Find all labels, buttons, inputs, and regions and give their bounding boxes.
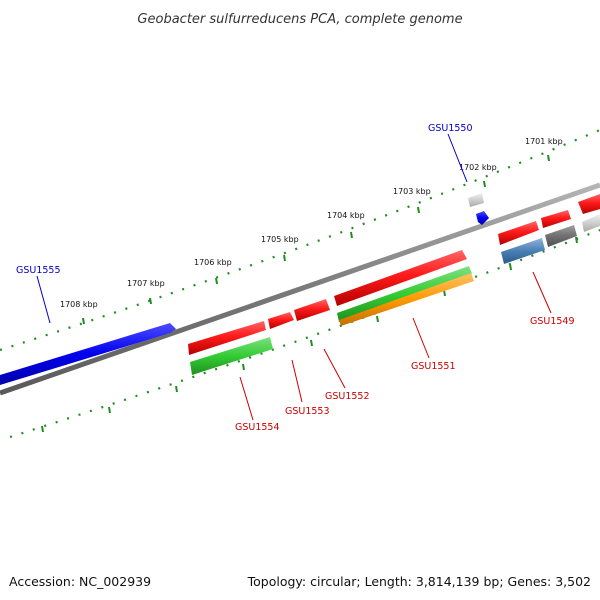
genome-title: Geobacter sulfurreducens PCA, complete g… — [137, 12, 462, 27]
gene-red-5[interactable] — [498, 221, 539, 245]
gene-label-gsu1551: GSU1551 — [411, 361, 456, 372]
genome-summary-text: Topology: circular; Length: 3,814,139 bp… — [247, 574, 591, 589]
gene-red-4[interactable] — [334, 250, 467, 306]
gene-gsu1551[interactable] — [339, 273, 474, 326]
kbp-label-1703: 1703 kbp — [393, 187, 431, 196]
gene-gsu1550-gray[interactable] — [468, 193, 484, 207]
gene-red-6[interactable] — [541, 210, 571, 228]
gene-gsu1552[interactable] — [337, 266, 472, 322]
gene-red-1[interactable] — [188, 321, 266, 355]
ruler-major-ticks — [82, 154, 550, 325]
gene-gsu1554[interactable] — [190, 337, 273, 375]
callout-line-gsu1555 — [36, 275, 51, 324]
genome-backbone — [0, 182, 600, 396]
gene-label-gsu1550: GSU1550 — [428, 123, 473, 134]
gene-label-gsu1552: GSU1552 — [325, 391, 370, 402]
callout-line-gsu1549 — [532, 271, 552, 314]
kbp-label-1707: 1707 kbp — [127, 279, 165, 288]
gene-red-3[interactable] — [294, 299, 330, 321]
callout-line-gsu1550 — [447, 133, 468, 183]
gene-right-edge-gray[interactable] — [582, 214, 600, 232]
kbp-label-1706: 1706 kbp — [194, 258, 232, 267]
gene-gray-dark[interactable] — [545, 225, 577, 247]
gene-label-gsu1549: GSU1549 — [530, 316, 575, 327]
callout-line-gsu1551 — [412, 317, 430, 359]
kbp-label-1702: 1702 kbp — [459, 163, 497, 172]
kbp-label-1701: 1701 kbp — [525, 137, 563, 146]
gene-gsu1549[interactable] — [501, 238, 545, 264]
callout-line-gsu1552 — [323, 348, 346, 389]
kbp-label-1704: 1704 kbp — [327, 211, 365, 220]
callout-line-gsu1553 — [291, 359, 303, 403]
gene-gsu1550[interactable] — [476, 211, 489, 225]
kbp-label-1705: 1705 kbp — [261, 235, 299, 244]
gene-label-gsu1555: GSU1555 — [16, 265, 61, 276]
accession-text: Accession: NC_002939 — [9, 574, 151, 589]
gene-label-gsu1554: GSU1554 — [235, 422, 280, 433]
gene-red-2[interactable] — [268, 312, 294, 329]
gene-gsu1555[interactable] — [0, 323, 176, 385]
callout-line-gsu1554 — [239, 376, 254, 421]
ruler-lower-ticks — [41, 236, 578, 433]
kbp-label-1708: 1708 kbp — [60, 300, 98, 309]
gene-right-edge-red[interactable] — [578, 194, 600, 214]
gene-label-gsu1553: GSU1553 — [285, 406, 330, 417]
